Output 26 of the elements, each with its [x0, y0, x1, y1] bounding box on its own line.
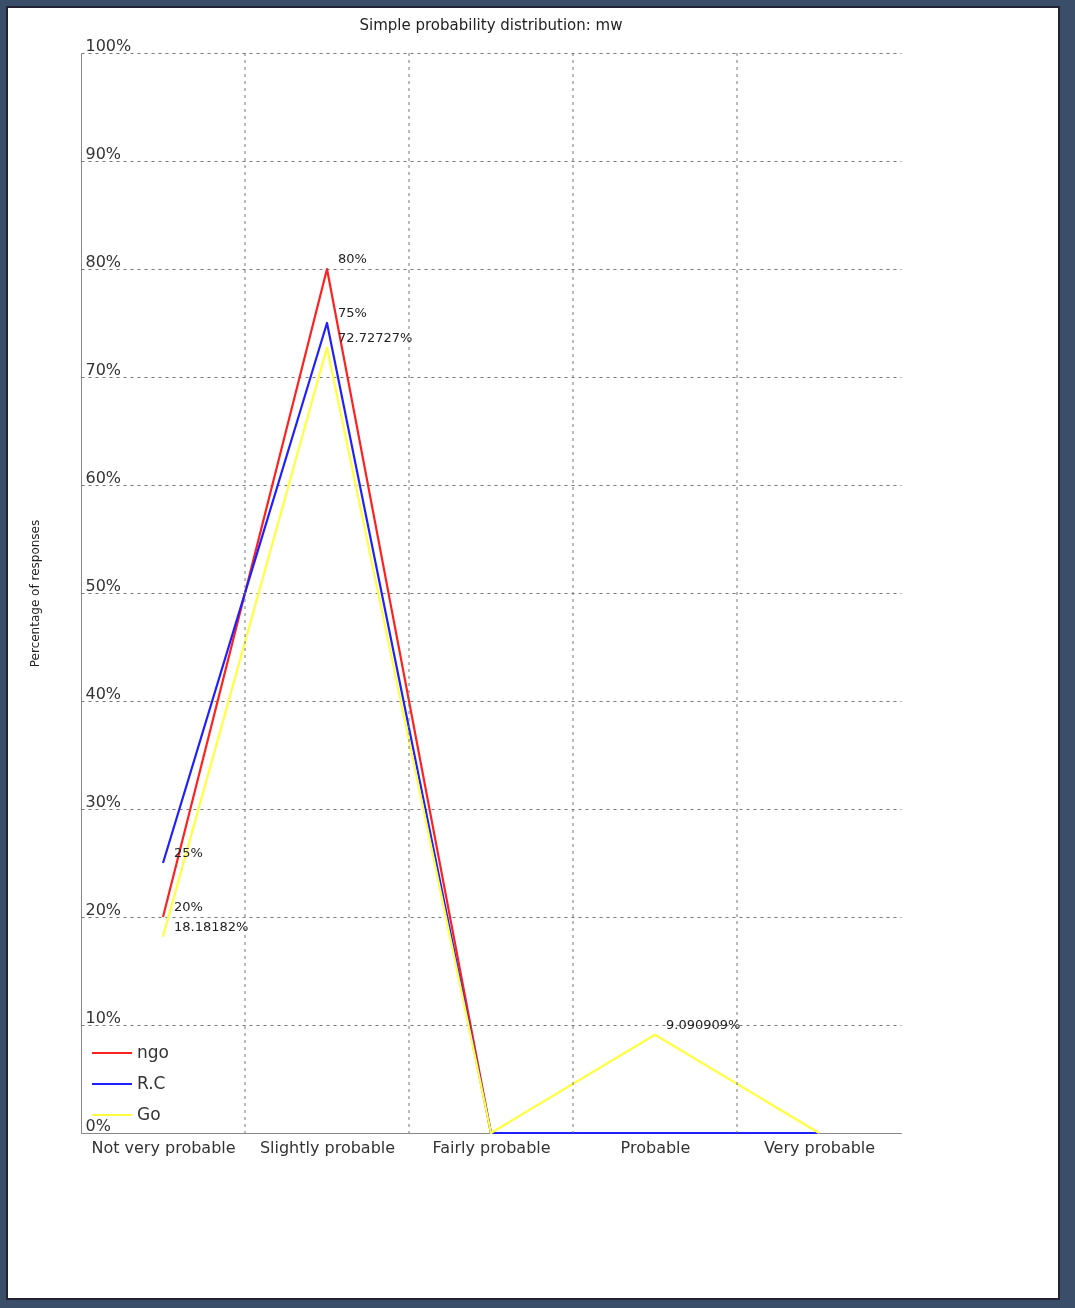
legend-label: ngo [137, 1042, 169, 1062]
data-label: 20% [174, 899, 203, 914]
x-tick-label: Slightly probable [259, 1137, 396, 1157]
y-tick-label: 100% [85, 35, 132, 55]
y-tick-label: 80% [85, 251, 122, 271]
legend-label: R.C [137, 1073, 166, 1093]
x-tick-label: Fairly probable [432, 1137, 551, 1157]
y-tick-label: 20% [85, 899, 122, 919]
legend-label: Go [137, 1104, 161, 1124]
data-label: 80% [338, 251, 367, 266]
y-tick-label: 70% [85, 359, 122, 379]
y-tick-label: 50% [85, 575, 122, 595]
y-tick-label: 90% [85, 143, 122, 163]
y-tick-label: 0% [85, 1115, 111, 1135]
data-label: 18.18182% [174, 918, 249, 934]
y-tick-label: 60% [85, 467, 122, 487]
data-label: 75% [338, 305, 367, 320]
y-tick-label: 40% [85, 683, 122, 703]
x-tick-label: Probable [620, 1137, 691, 1157]
x-tick-label: Very probable [763, 1137, 876, 1157]
data-label: 9.090909% [666, 1016, 741, 1032]
y-axis-title: Percentage of responses [27, 519, 42, 668]
y-tick-label: 30% [85, 791, 122, 811]
x-tick-label: Not very probable [91, 1137, 236, 1157]
chart-title: Simple probability distribution: mw [359, 16, 623, 34]
y-tick-label: 10% [85, 1007, 122, 1027]
